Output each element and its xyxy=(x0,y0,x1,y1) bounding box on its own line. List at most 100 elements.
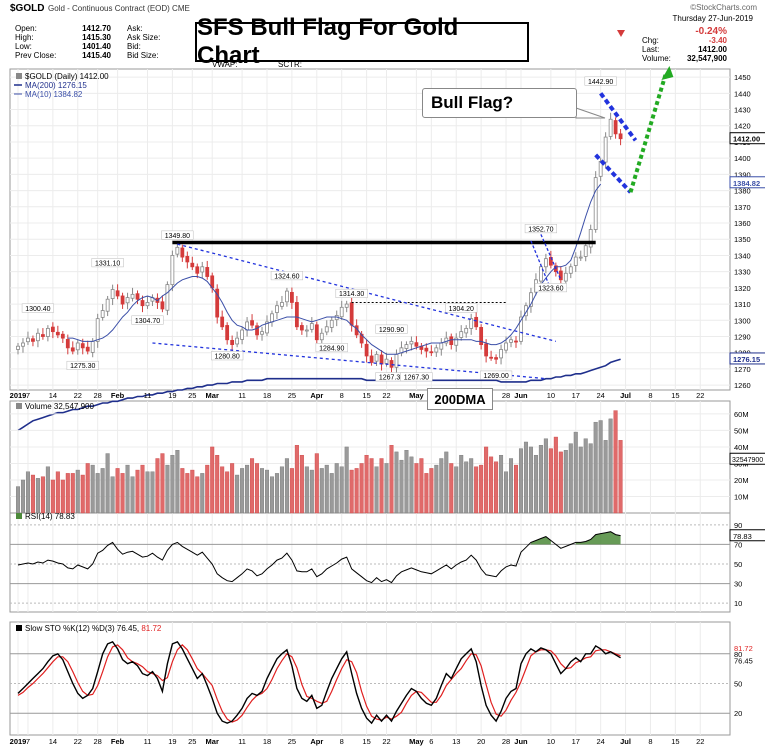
candle-body xyxy=(349,302,354,326)
price-label-box xyxy=(21,303,55,313)
volume-bar xyxy=(389,445,394,514)
wedge-upper-line xyxy=(177,243,557,342)
quote-mid-label: Bid: xyxy=(127,42,141,51)
down-arrow-icon xyxy=(617,30,625,37)
volume-bar xyxy=(175,450,180,514)
x-tick-label: 22 xyxy=(74,737,82,746)
volume-bar xyxy=(220,466,225,514)
x-tick-label: May xyxy=(409,391,424,400)
candle-body xyxy=(185,256,190,263)
volume-tick-label: 40M xyxy=(734,443,749,452)
quote-right-label: Volume: xyxy=(642,54,671,63)
volume-bar xyxy=(200,473,205,514)
candle-body xyxy=(75,342,80,351)
candle-body xyxy=(389,360,394,368)
candle-body xyxy=(519,316,523,342)
volume-bar xyxy=(170,454,175,514)
x-tick-label: 17 xyxy=(572,391,580,400)
quote-right-value: 1412.00 xyxy=(698,45,727,54)
candle-body xyxy=(603,136,608,163)
x-tick-label: 11 xyxy=(144,391,152,400)
x-tick-label: 11 xyxy=(144,737,152,746)
volume-bar xyxy=(55,471,60,514)
candle-body xyxy=(514,340,518,343)
candle-body xyxy=(499,349,503,359)
sto-d-tag: 81.72 xyxy=(734,644,753,653)
volume-bar xyxy=(284,458,289,514)
volume-bar xyxy=(538,445,543,514)
sto-legend-d: 81.72 xyxy=(141,624,162,633)
x-tick-label: 22 xyxy=(382,737,390,746)
price-label: 1314.30 xyxy=(339,291,364,298)
candle-body xyxy=(145,302,150,307)
price-label-box xyxy=(400,372,433,382)
brand-label: ©StockCharts.com xyxy=(690,3,757,12)
candle-body xyxy=(41,334,45,337)
candle-body xyxy=(414,342,419,347)
candle-body xyxy=(424,347,429,352)
x-tick-label: 28 xyxy=(502,737,510,746)
price-label-box xyxy=(66,360,99,370)
volume-bar xyxy=(125,464,130,514)
volume-bar xyxy=(613,410,618,514)
volume-bar xyxy=(16,486,21,514)
ma200-line xyxy=(17,358,621,432)
candle-body xyxy=(299,325,304,331)
price-legend-swatch xyxy=(16,73,22,79)
sto-legend-prefix: Slow STO %K(12) %D(3) 76.45, xyxy=(25,624,141,633)
dma-callout: 200DMA xyxy=(427,388,493,410)
small-flag-line xyxy=(540,234,562,281)
candle-body xyxy=(484,343,489,357)
rsi-legend-text: RSI(14) 78.83 xyxy=(25,512,75,521)
price-tick-label: 1320 xyxy=(734,284,751,293)
volume-bar xyxy=(115,468,120,514)
candle-body xyxy=(504,342,508,351)
volume-bar xyxy=(429,468,434,514)
ma200-tag: 1276.15 xyxy=(733,355,760,364)
volume-bar xyxy=(40,476,45,514)
candle-body xyxy=(255,325,259,336)
rsi-tick-label: 70 xyxy=(734,540,742,549)
candle-body xyxy=(190,262,195,268)
rsi-overbought-fill xyxy=(530,536,551,545)
candle-body xyxy=(489,356,494,359)
sto-k-line xyxy=(17,641,621,725)
ma10-line xyxy=(67,183,602,355)
candle-body xyxy=(618,133,623,140)
quote-right: -0.24% Chg: -3.40 Last: 1412.00 Volume: 32,547… xyxy=(642,26,728,63)
price-tick-label: 1340 xyxy=(734,251,751,260)
candle-body xyxy=(374,353,379,362)
candle-body xyxy=(289,292,294,303)
candle-body xyxy=(125,297,130,304)
candle-body xyxy=(140,300,145,307)
volume-bar xyxy=(344,446,349,514)
candle-body xyxy=(31,338,35,342)
volume-bar xyxy=(598,420,603,514)
candle-body xyxy=(593,177,598,230)
volume-bar xyxy=(494,461,499,514)
candle-body xyxy=(60,333,65,339)
price-tick-label: 1370 xyxy=(734,203,751,212)
candle-body xyxy=(319,332,324,341)
quote-mid-label: Ask Size: xyxy=(127,33,160,42)
candle-body xyxy=(304,329,309,332)
volume-bar xyxy=(419,458,424,514)
volume-bar xyxy=(434,464,439,514)
price-tick-label: 1420 xyxy=(734,122,751,131)
candle-body xyxy=(105,298,110,312)
volume-bar xyxy=(265,469,270,514)
x-tick-label: 2019 xyxy=(10,391,27,400)
candle-body xyxy=(583,245,588,257)
volume-bar xyxy=(324,464,329,514)
price-tick-label: 1300 xyxy=(734,316,751,325)
price-legend-text: $GOLD (Daily) 1412.00 xyxy=(25,72,109,81)
candle-body xyxy=(369,355,374,363)
x-tick-label: 17 xyxy=(572,737,580,746)
x-axes: 2019 7 14 22 28 Feb 11 19 25 Mar 11 18 25 Apr 8 15 22 May… xyxy=(10,391,705,746)
rsi-legend: RSI(14) 78.83 xyxy=(16,512,75,521)
x-tick-label: Jun xyxy=(514,737,528,746)
volume-bar xyxy=(354,468,359,514)
date-label: Thursday 27-Jun-2019 xyxy=(673,14,754,23)
candle-body xyxy=(260,331,264,335)
chart-banner: SFS Bull Flag For Gold Chart xyxy=(195,14,529,69)
